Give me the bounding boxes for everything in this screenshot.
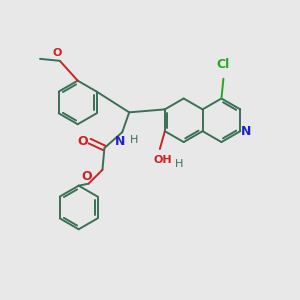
Text: O: O bbox=[52, 48, 62, 58]
Text: O: O bbox=[77, 135, 88, 148]
Text: N: N bbox=[115, 135, 125, 148]
Text: O: O bbox=[81, 170, 92, 183]
Text: H: H bbox=[130, 135, 139, 145]
Text: H: H bbox=[175, 159, 183, 169]
Text: N: N bbox=[241, 125, 252, 138]
Text: Cl: Cl bbox=[217, 58, 230, 71]
Text: OH: OH bbox=[154, 155, 172, 165]
